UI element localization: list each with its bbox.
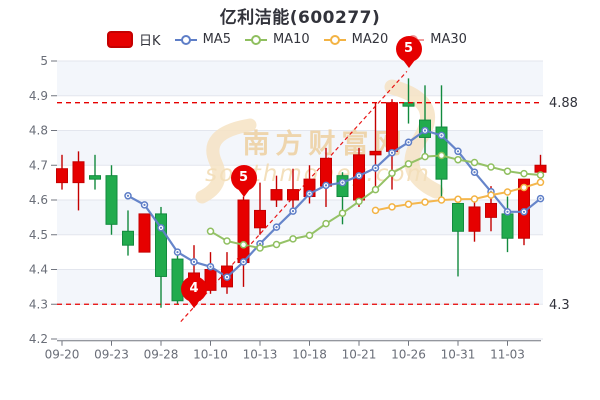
svg-text:4.3: 4.3	[29, 297, 48, 311]
reference-line-4.88: 4.88	[57, 96, 578, 111]
ma10-line	[206, 151, 545, 252]
svg-text:4.5: 4.5	[29, 228, 48, 242]
svg-text:5: 5	[40, 55, 48, 68]
page-title: 亿利洁能(600277)	[219, 8, 381, 28]
svg-text:4.9: 4.9	[29, 89, 48, 103]
legend-item-rik[interactable]: 日K	[107, 30, 161, 49]
svg-text:10-21: 10-21	[342, 348, 377, 362]
svg-text:09-28: 09-28	[144, 348, 179, 362]
event-marker-balloon: 5	[230, 164, 257, 191]
svg-text:4.2: 4.2	[29, 332, 48, 346]
legend-label: MA30	[430, 32, 467, 47]
svg-text:10-18: 10-18	[292, 348, 327, 362]
chart-legend: 日K MA5 MA10 MA20 MA30	[0, 30, 600, 49]
kline-chart: 54.94.84.74.64.54.44.34.2南方财富网southmoney…	[29, 55, 578, 362]
legend-label: MA10	[272, 32, 310, 47]
ma10-line-marker-icon	[244, 34, 267, 45]
svg-text:10-31: 10-31	[441, 348, 476, 362]
ma20-line	[371, 178, 545, 215]
svg-text:11-03: 11-03	[490, 348, 525, 362]
daily-k-swatch-icon	[107, 31, 134, 48]
svg-text:4.7: 4.7	[29, 158, 48, 172]
svg-text:4.6: 4.6	[29, 193, 48, 207]
svg-text:10-10: 10-10	[193, 348, 228, 362]
svg-text:10-26: 10-26	[391, 348, 426, 362]
legend-item-ma20[interactable]: MA20	[323, 32, 389, 47]
legend-item-ma5[interactable]: MA5	[174, 32, 231, 47]
x-axis: 09-20 09-23 09-28 10-10 10-13 10-18 10-21 10-26…	[45, 340, 541, 362]
y-axis: 5 4.9 4.8 4.7 4.6 4.5 4.4 4.3 4.2	[29, 55, 57, 346]
svg-text:09-23: 09-23	[94, 348, 129, 362]
ref-label-4.88: 4.88	[549, 96, 578, 111]
ma5-line-marker-icon	[174, 34, 197, 45]
legend-label: 日K	[139, 34, 161, 49]
trend-line	[180, 71, 408, 323]
ref-label-4.3: 4.3	[549, 298, 570, 313]
event-marker-balloon: 5	[395, 35, 422, 62]
svg-text:09-20: 09-20	[45, 348, 80, 362]
legend-item-ma10[interactable]: MA10	[244, 32, 310, 47]
svg-text:10-13: 10-13	[243, 348, 278, 362]
event-marker-balloon: 4	[181, 275, 207, 302]
legend-label: MA20	[351, 32, 389, 47]
svg-text:4.4: 4.4	[29, 263, 48, 277]
reference-line-4.3: 4.3	[57, 298, 570, 313]
svg-text:南方财富网: 南方财富网	[243, 128, 408, 160]
ma20-line-marker-icon	[323, 34, 346, 45]
legend-label: MA5	[202, 32, 231, 47]
svg-text:4.8: 4.8	[29, 124, 48, 138]
